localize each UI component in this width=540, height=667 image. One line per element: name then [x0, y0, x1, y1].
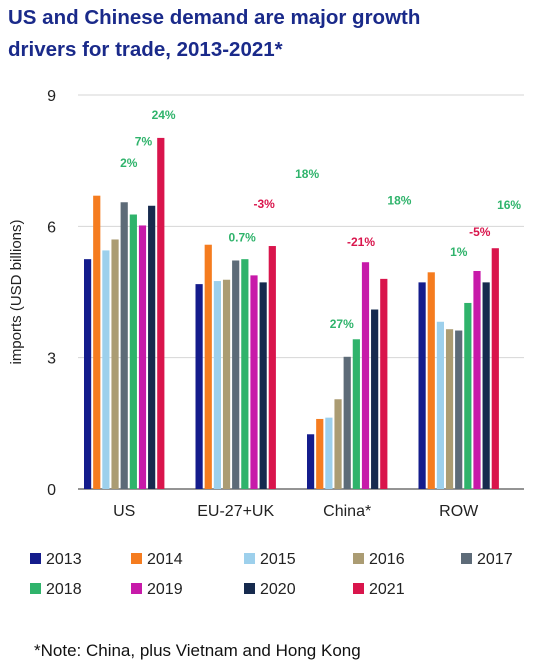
bar-row-2019 [473, 270, 481, 489]
growth-annotation: 0.7% [228, 231, 256, 245]
x-tick-label: US [113, 503, 135, 520]
bar-row-2018 [464, 302, 472, 489]
y-tick-label: 6 [47, 219, 56, 236]
bar-row-2021 [491, 248, 499, 489]
bar-chart: 0 3 6 9 imports (USD billions) US EU-27+UK Chin… [8, 88, 524, 598]
bar-row-2014 [427, 272, 435, 489]
bar-row-2016 [445, 329, 454, 489]
bar-row-2015 [436, 321, 444, 489]
legend-swatch-2014 [131, 553, 142, 564]
chart-title-line-1: US and Chinese demand are major growth [8, 6, 421, 29]
x-tick-label: ROW [439, 503, 479, 520]
bar-eu-27-uk-2021 [268, 246, 276, 489]
bar-us-2015 [102, 250, 110, 489]
bar-china--2013 [307, 434, 315, 489]
y-tick-label: 3 [47, 351, 56, 368]
bar-us-2013 [84, 259, 92, 489]
bar-eu-27-uk-2014 [204, 244, 212, 489]
bar-eu-27-uk-2017 [232, 260, 240, 489]
chart-title-line-2: drivers for trade, 2013-2021* [8, 38, 283, 61]
growth-annotation: 1% [450, 245, 468, 259]
legend-swatch-2020 [244, 583, 255, 594]
bar-eu-27-uk-2016 [222, 279, 231, 489]
bar-us-2017 [120, 202, 128, 489]
legend-label-2020: 2020 [260, 581, 296, 598]
bar-row-2013 [418, 282, 426, 489]
legend-label-2018: 2018 [46, 581, 82, 598]
legend-swatch-2018 [30, 583, 41, 594]
legend-swatch-2016 [353, 553, 364, 564]
legend-swatch-2021 [353, 583, 364, 594]
bar-china--2016 [334, 399, 342, 489]
bar-eu-27-uk-2015 [213, 281, 221, 489]
y-tick-label: 9 [47, 88, 56, 105]
bar-us-2020 [148, 205, 156, 489]
growth-annotation: 27% [330, 317, 354, 331]
growth-annotation: 16% [497, 198, 521, 212]
legend-label-2016: 2016 [369, 551, 405, 568]
bar-row-2017 [455, 330, 463, 489]
legend-label-2014: 2014 [147, 551, 183, 568]
y-tick-label: 0 [47, 482, 56, 499]
bar-us-2018 [129, 214, 137, 489]
growth-annotation: -5% [469, 225, 491, 239]
bar-us-2016 [111, 239, 119, 489]
legend-swatch-2015 [244, 553, 255, 564]
y-axis-label: imports (USD billions) [8, 219, 25, 364]
legend-swatch-2017 [461, 553, 472, 564]
bar-eu-27-uk-2020 [259, 282, 267, 489]
bar-china--2015 [325, 417, 333, 489]
legend-swatch-2019 [131, 583, 142, 594]
growth-annotation: 24% [152, 108, 176, 122]
legend-label-2017: 2017 [477, 551, 513, 568]
legend-label-2019: 2019 [147, 581, 183, 598]
bar-us-2019 [138, 225, 147, 490]
legend-label-2015: 2015 [260, 551, 296, 568]
bar-us-2014 [93, 195, 101, 489]
x-tick-label: EU-27+UK [197, 503, 274, 520]
bar-eu-27-uk-2013 [195, 284, 203, 489]
growth-annotation: 7% [135, 134, 153, 148]
bar-china--2021 [380, 278, 388, 489]
growth-annotation: -3% [253, 197, 275, 211]
bar-china--2014 [316, 418, 324, 489]
bar-china--2020 [371, 309, 379, 489]
bar-us-2021 [157, 137, 165, 489]
bar-row-2020 [482, 282, 490, 489]
bar-china--2018 [352, 339, 360, 489]
bar-china--2019 [361, 262, 370, 489]
growth-annotation: 2% [120, 156, 138, 170]
legend-label-2013: 2013 [46, 551, 82, 568]
chart-title: US and Chinese demand are major growth d… [8, 2, 528, 66]
legend-label-2021: 2021 [369, 581, 405, 598]
growth-annotation: -21% [347, 235, 375, 249]
growth-annotation: 18% [295, 167, 319, 181]
footnote: *Note: China, plus Vietnam and Hong Kong [34, 641, 361, 660]
bar-eu-27-uk-2018 [241, 259, 249, 489]
growth-annotation: 18% [387, 193, 411, 207]
legend-swatch-2013 [30, 553, 41, 564]
x-tick-label: China* [323, 503, 371, 520]
bar-eu-27-uk-2019 [250, 275, 258, 489]
bar-china--2017 [343, 356, 351, 489]
